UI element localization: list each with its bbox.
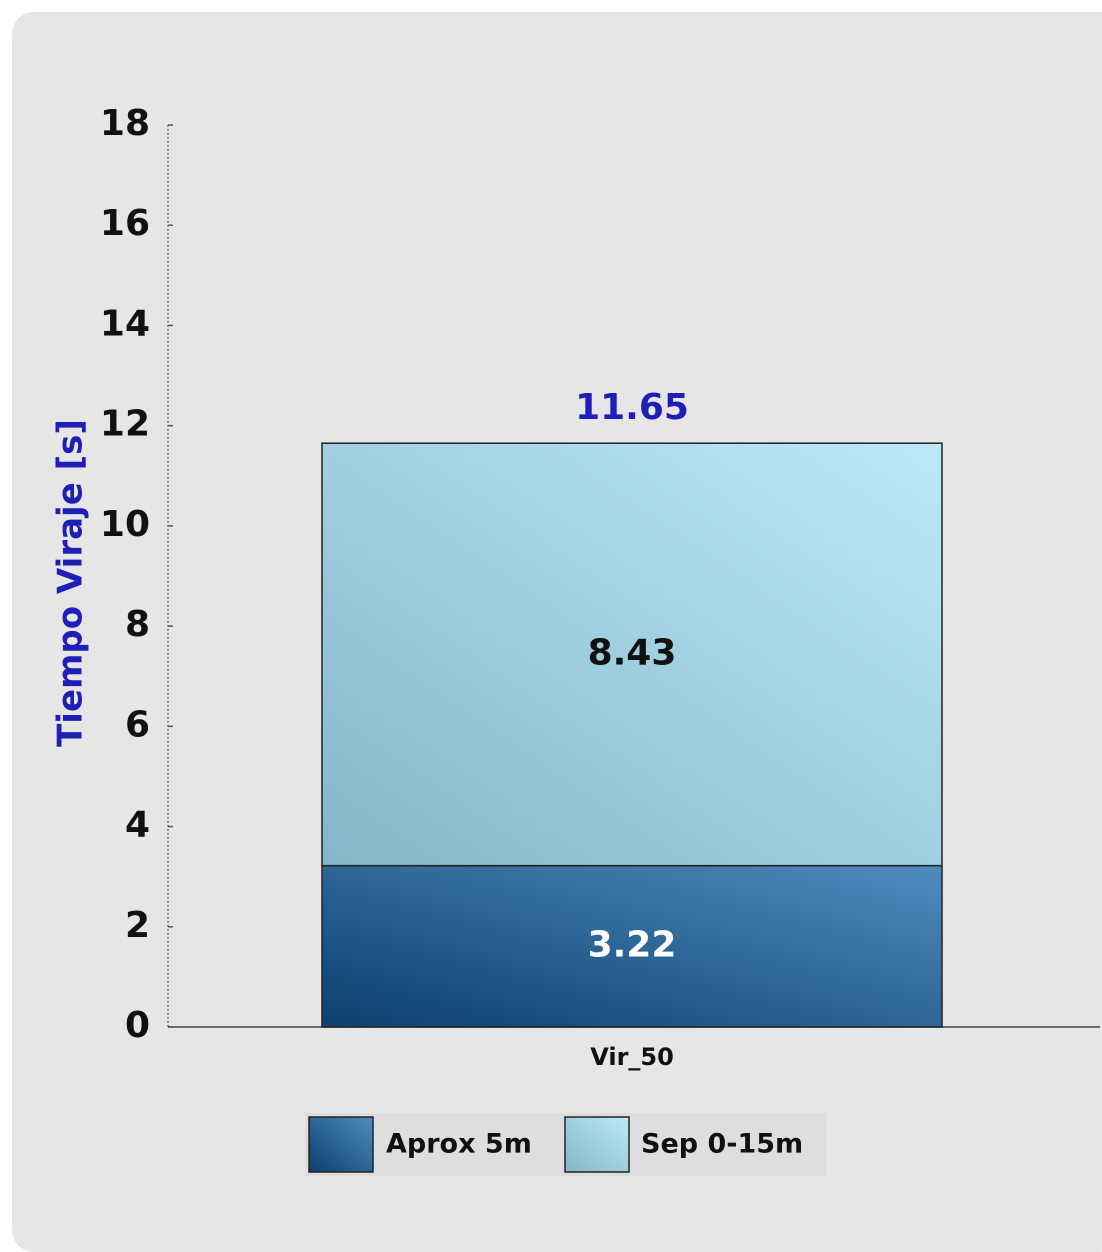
x-category-label: Vir_50 (590, 1043, 674, 1071)
legend-label: Aprox 5m (386, 1129, 532, 1160)
y-tick-label: 18 (100, 103, 150, 144)
bar-segment-value-label: 8.43 (588, 632, 677, 673)
y-tick-label: 14 (100, 303, 150, 344)
bar-segment-value-label: 3.22 (588, 924, 677, 965)
y-ticks: 0 2 4 6 8 10 12 14 16 18 (100, 103, 173, 1046)
legend-label: Sep 0-15m (641, 1129, 803, 1160)
y-tick-label: 0 (125, 1005, 150, 1046)
y-tick-label: 6 (125, 704, 150, 745)
y-tick-label: 2 (125, 905, 150, 946)
y-tick-label: 12 (100, 404, 150, 445)
x-categories: Vir_50 (590, 1043, 674, 1071)
y-tick-label: 4 (125, 805, 150, 846)
legend: Aprox 5m Sep 0-15m (305, 1113, 826, 1176)
y-tick-label: 8 (125, 604, 150, 645)
y-tick-label: 16 (100, 203, 150, 244)
legend-swatch (564, 1116, 630, 1173)
y-axis-title: Tiempo Viraje [s] (51, 419, 91, 747)
legend-swatch (308, 1116, 374, 1173)
y-tick-label: 10 (100, 504, 150, 545)
bar-total-label: 11.65 (575, 387, 689, 428)
bars: 3.22 8.43 11.65 (321, 387, 943, 1028)
bar-segment-sep-0-15m (321, 442, 943, 867)
bar-segment-aprox-5m (321, 864, 943, 1028)
